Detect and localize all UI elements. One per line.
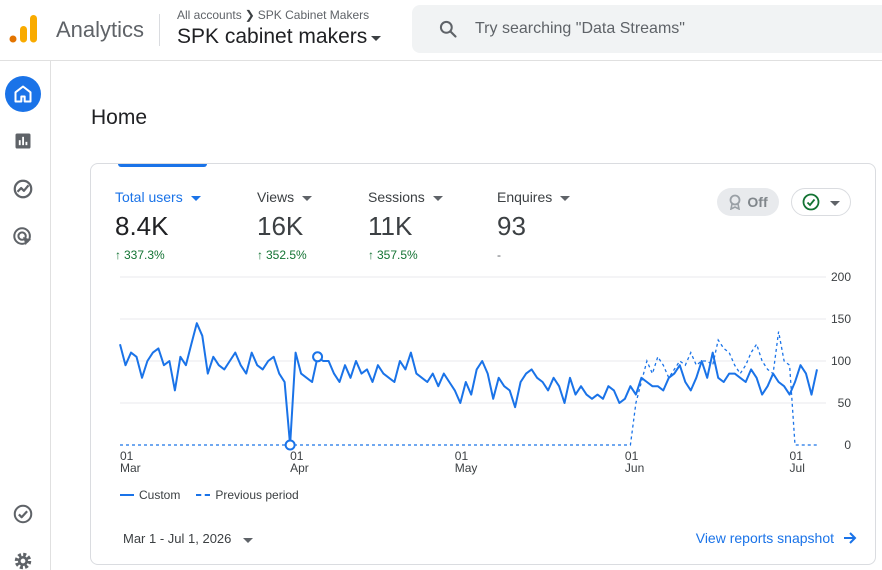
explore-icon — [13, 179, 33, 199]
caret-down-icon — [190, 196, 201, 201]
metric-label: Total users — [115, 189, 183, 205]
breadcrumb[interactable]: All accounts ❯ SPK Cabinet Makers — [177, 8, 369, 22]
search-bar[interactable]: Try searching "Data Streams" — [412, 5, 882, 53]
off-chip-label: Off — [747, 194, 768, 210]
metric-total-users[interactable]: Total users 8.4K ↑ 337.3% — [115, 189, 201, 262]
settings-icon — [14, 552, 32, 570]
y-tick-label: 0 — [844, 438, 851, 452]
nav-home-button[interactable] — [5, 76, 41, 112]
metric-enquires[interactable]: Enquires 93 - — [497, 189, 571, 262]
nav-explore-button[interactable] — [5, 171, 41, 207]
advertising-icon — [13, 227, 32, 246]
metric-value: 16K — [257, 211, 304, 241]
anomaly-marker — [312, 351, 324, 363]
arrow-up-icon: ↑ — [115, 248, 121, 262]
caret-down-icon — [243, 537, 254, 543]
x-tick-day: 01 — [790, 449, 804, 463]
y-tick-label: 50 — [838, 396, 852, 410]
data-quality-dropdown[interactable] — [791, 188, 851, 216]
home-icon — [14, 85, 32, 103]
award-icon — [729, 194, 741, 210]
metric-views[interactable]: Views 16K ↑ 352.5% — [257, 189, 313, 262]
metric-value: 93 — [497, 211, 526, 241]
anomaly-marker — [284, 439, 296, 451]
metric-value: 8.4K — [115, 211, 169, 241]
arrow-up-icon: ↑ — [368, 248, 374, 262]
search-input[interactable]: Try searching "Data Streams" — [475, 20, 685, 37]
caret-down-icon — [371, 36, 382, 41]
reports-icon — [15, 133, 31, 149]
caret-down-icon — [432, 196, 443, 201]
breadcrumb-account[interactable]: SPK Cabinet Makers — [257, 8, 370, 22]
chevron-right-icon: ❯ — [244, 8, 255, 22]
arrow-up-icon: ↑ — [257, 248, 263, 262]
x-tick-month: Mar — [120, 461, 141, 475]
nav-reports-button[interactable] — [5, 123, 41, 159]
caret-down-icon — [302, 196, 313, 201]
nav-advertising-button[interactable] — [5, 219, 41, 255]
x-tick-month: Apr — [290, 461, 309, 475]
page-title: Home — [91, 106, 148, 129]
y-tick-label: 200 — [831, 270, 851, 284]
legend-label: Custom — [139, 488, 181, 502]
app-title: Analytics — [56, 17, 145, 42]
chart-legend: Custom Previous period — [120, 488, 299, 502]
nav-insights-button[interactable] — [5, 496, 41, 532]
x-tick-day: 01 — [120, 449, 134, 463]
x-tick-day: 01 — [290, 449, 304, 463]
check-circle-icon — [13, 504, 33, 524]
y-tick-label: 100 — [831, 354, 851, 368]
date-range-selector[interactable]: Mar 1 - Jul 1, 2026 — [123, 531, 254, 546]
header-divider — [159, 14, 160, 46]
metric-label: Sessions — [368, 189, 425, 205]
metric-change: - — [497, 248, 501, 262]
metric-sessions[interactable]: Sessions 11K ↑ 357.5% — [368, 189, 443, 262]
caret-down-icon — [560, 196, 571, 201]
view-reports-snapshot-link[interactable]: View reports snapshot — [696, 530, 857, 546]
x-tick-month: Jul — [790, 461, 805, 475]
top-bar: Analytics All accounts ❯ SPK Cabinet Mak… — [0, 0, 882, 61]
legend-label: Previous period — [215, 488, 299, 502]
metric-label: Enquires — [497, 189, 553, 205]
view-link-label: View reports snapshot — [695, 530, 834, 546]
metric-label: Views — [257, 189, 295, 205]
property-name: SPK cabinet makers — [177, 25, 368, 48]
x-tick-month: May — [455, 461, 478, 475]
analytics-logo-icon[interactable] — [9, 14, 39, 44]
x-tick-day: 01 — [455, 449, 469, 463]
property-selector[interactable]: SPK cabinet makers — [177, 25, 382, 49]
left-nav-rail — [0, 61, 51, 570]
series-custom-line — [119, 322, 818, 446]
y-tick-label: 150 — [831, 312, 851, 326]
nav-settings-button[interactable] — [5, 543, 41, 570]
legend-dashed-swatch — [196, 494, 211, 496]
arrow-right-icon — [844, 532, 857, 544]
legend-item-previous[interactable]: Previous period — [196, 488, 299, 502]
x-tick-day: 01 — [625, 449, 639, 463]
overview-card: Total users 8.4K ↑ 337.3% Views 16K ↑ 352.… — [90, 163, 876, 565]
metric-change: 352.5% — [266, 248, 307, 262]
metric-value: 11K — [368, 211, 413, 241]
breadcrumb-root[interactable]: All accounts — [177, 8, 242, 22]
legend-solid-swatch — [120, 494, 134, 496]
x-tick-month: Jun — [625, 461, 644, 475]
insights-off-chip[interactable]: Off — [717, 188, 779, 216]
metric-change: 337.3% — [124, 248, 165, 262]
check-circle-icon — [802, 193, 820, 211]
legend-item-custom[interactable]: Custom — [120, 488, 180, 502]
metric-change: 357.5% — [377, 248, 418, 262]
series-previous-period-line — [120, 331, 817, 446]
tab-indicator — [118, 164, 207, 167]
date-range-label: Mar 1 - Jul 1, 2026 — [123, 531, 232, 546]
search-icon — [439, 20, 457, 38]
caret-down-icon — [830, 201, 840, 206]
